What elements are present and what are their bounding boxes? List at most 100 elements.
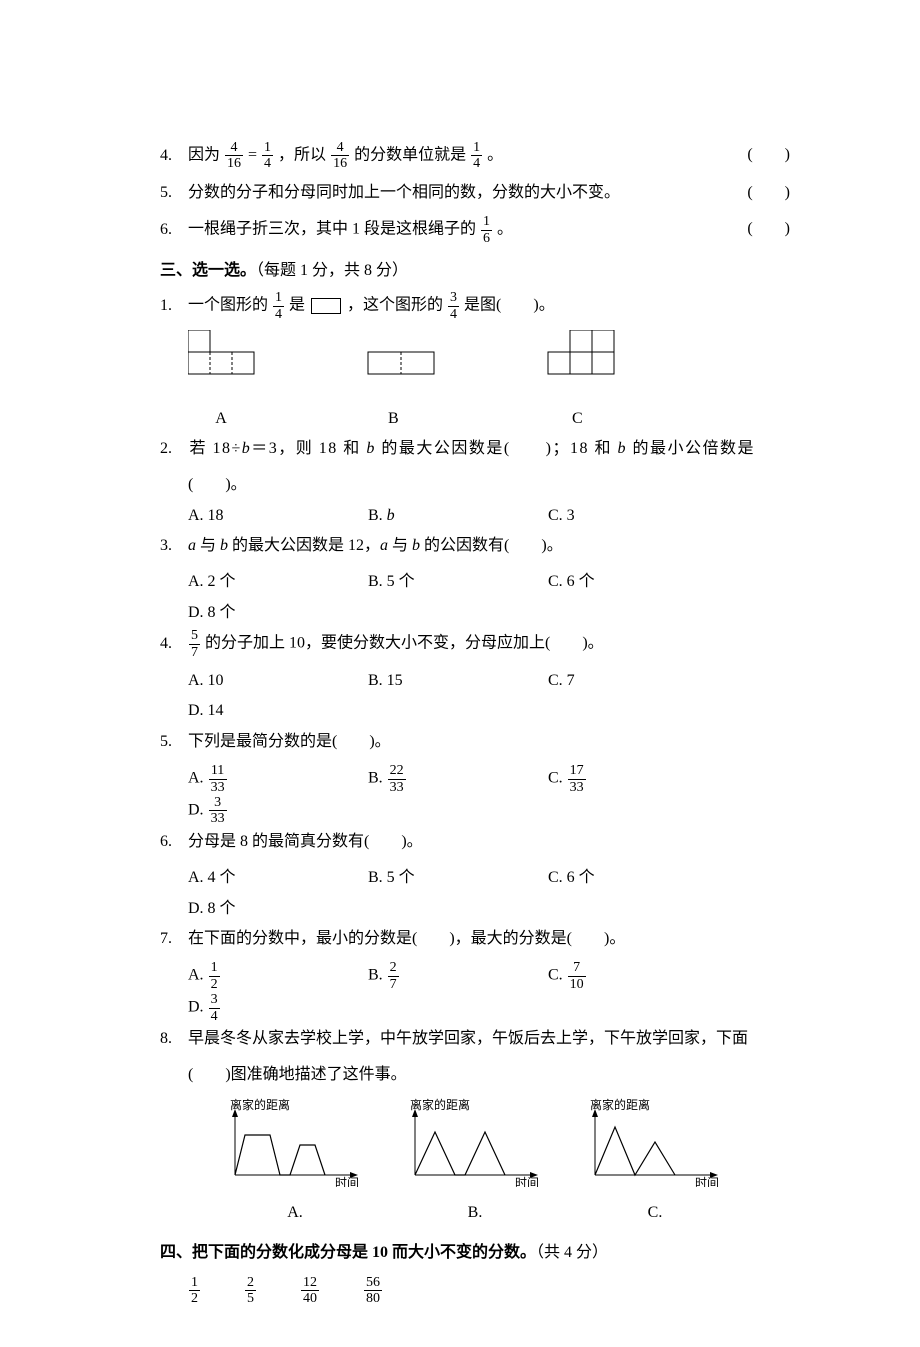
text: 若 18÷ <box>190 440 242 457</box>
q-number: 1. <box>160 291 184 321</box>
q-number: 8. <box>160 1024 184 1054</box>
q-number: 5. <box>160 727 184 757</box>
text: 。 <box>487 147 503 164</box>
x-axis-label: 时间 <box>335 1176 359 1187</box>
opt-d[interactable]: D. 34 <box>188 992 288 1024</box>
fraction: 25 <box>245 1275 256 1307</box>
q-number: 4. <box>160 629 184 659</box>
opt-d[interactable]: D. 8 个 <box>188 894 288 924</box>
opt-b[interactable]: B. 5 个 <box>368 567 548 597</box>
opt-d[interactable]: D. 8 个 <box>188 598 288 628</box>
chart-c[interactable]: 离家的距离 时间 C. <box>580 1097 730 1229</box>
judge-q4: 4. 因为 416 = 14 ，所以 416 的分数单位就是 14 。 ( ) <box>160 140 790 172</box>
choice-q6: 6. 分母是 8 的最简真分数有( )。 <box>160 827 790 857</box>
y-axis-label: 离家的距离 <box>230 1097 290 1112</box>
opt-a[interactable]: A. 4 个 <box>188 863 368 893</box>
opt-b[interactable]: B. 15 <box>368 666 548 696</box>
q2-line2: ( )。 <box>160 470 790 500</box>
text: ( )。 <box>188 476 247 493</box>
chart-label: A. <box>220 1198 370 1228</box>
section-4-title: 四、把下面的分数化成分母是 10 而大小不变的分数。（共 4 分） <box>160 1238 790 1268</box>
opt-a[interactable]: A. 2 个 <box>188 567 368 597</box>
text: 与 <box>196 537 220 554</box>
opt-c[interactable]: C. 7 <box>548 666 698 696</box>
title-note: （共 4 分） <box>536 1244 608 1261</box>
fraction: 14 <box>273 290 284 322</box>
text: 在下面的分数中，最小的分数是( )，最大的分数是( )。 <box>188 930 625 947</box>
opt-d[interactable]: D. 14 <box>188 696 288 726</box>
q2-options: A. 18 B. b C. 3 <box>160 501 790 531</box>
q5-options: A. 1133 B. 2233 C. 1733 D. 333 <box>160 763 790 827</box>
text: 的分子加上 10，要使分数大小不变，分母应加上( )。 <box>205 635 604 652</box>
q6-options: A. 4 个 B. 5 个 C. 6 个 D. 8 个 <box>160 863 790 924</box>
fraction: 14 <box>471 140 482 172</box>
opt-b[interactable]: B. 27 <box>368 960 548 992</box>
q7-options: A. 12 B. 27 C. 710 D. 34 <box>160 960 790 1024</box>
chart-b-svg: 离家的距离 时间 <box>400 1097 550 1187</box>
q4-options: A. 10 B. 15 C. 7 D. 14 <box>160 666 790 727</box>
var: b <box>412 537 420 554</box>
text: 分数的分子和分母同时加上一个相同的数，分数的大小不变。 <box>188 184 620 201</box>
text: 分母是 8 的最简真分数有( )。 <box>188 833 423 850</box>
fraction: 34 <box>448 290 459 322</box>
var: b <box>366 440 376 457</box>
opt-b[interactable]: B. b <box>368 501 548 531</box>
label-a: A <box>188 404 254 434</box>
text: 。 <box>497 221 513 238</box>
choice-q8: 8. 早晨冬冬从家去学校上学，中午放学回家，午饭后去上学，下午放学回家，下面 <box>160 1024 790 1054</box>
chart-a[interactable]: 离家的距离 时间 A. <box>220 1097 370 1229</box>
q-number: 3. <box>160 531 184 561</box>
q-number: 4. <box>160 141 184 171</box>
chart-b[interactable]: 离家的距离 时间 B. <box>400 1097 550 1229</box>
q8-line2: ( )图准确地描述了这件事。 <box>160 1060 790 1090</box>
opt-b[interactable]: B. 5 个 <box>368 863 548 893</box>
shape-options <box>160 330 790 401</box>
answer-blank[interactable]: ( ) <box>747 178 790 208</box>
chart-c-svg: 离家的距离 时间 <box>580 1097 730 1187</box>
q-number: 6. <box>160 215 184 245</box>
x-axis-label: 时间 <box>695 1176 719 1187</box>
q-number: 6. <box>160 827 184 857</box>
title-text: 三、选一选。 <box>160 262 256 279</box>
fraction: 14 <box>262 140 273 172</box>
choice-q5: 5. 下列是最简分数的是( )。 <box>160 727 790 757</box>
q8-charts: 离家的距离 时间 A. 离家的距离 时间 B. 离家的距离 <box>160 1097 790 1229</box>
opt-c[interactable]: C. 6 个 <box>548 863 698 893</box>
choice-q4: 4. 57 的分子加上 10，要使分数大小不变，分母应加上( )。 <box>160 628 790 660</box>
text: 下列是最简分数的是( )。 <box>188 733 391 750</box>
opt-a[interactable]: A. 18 <box>188 501 368 531</box>
text: 一根绳子折三次，其中 1 段是这根绳子的 <box>188 221 476 238</box>
text: 的最小公倍数是 <box>627 440 755 457</box>
judge-q6: 6. 一根绳子折三次，其中 1 段是这根绳子的 16 。 ( ) <box>160 214 790 246</box>
answer-blank[interactable]: ( ) <box>747 140 790 170</box>
var: a <box>188 537 196 554</box>
choice-q3: 3. a 与 b 的最大公因数是 12，a 与 b 的公因数有( )。 <box>160 531 790 561</box>
var: b <box>242 440 252 457</box>
text: ＝3，则 18 和 <box>251 440 366 457</box>
chart-label: C. <box>580 1198 730 1228</box>
choice-q7: 7. 在下面的分数中，最小的分数是( )，最大的分数是( )。 <box>160 924 790 954</box>
opt-a[interactable]: A. 1133 <box>188 763 368 795</box>
choice-q1: 1. 一个图形的 14 是 ，这个图形的 34 是图( )。 <box>160 290 790 322</box>
label-c: C <box>442 404 622 434</box>
q-number: 7. <box>160 924 184 954</box>
text: 的最大公因数是( )；18 和 <box>376 440 618 457</box>
q-number: 2. <box>160 434 184 464</box>
opt-a[interactable]: A. 12 <box>188 960 368 992</box>
opt-b[interactable]: B. 2233 <box>368 763 548 795</box>
var: b <box>617 440 627 457</box>
opt-c[interactable]: C. 3 <box>548 501 728 531</box>
opt-a[interactable]: A. 10 <box>188 666 368 696</box>
opt-c[interactable]: C. 6 个 <box>548 567 698 597</box>
shapes-svg <box>188 330 708 390</box>
var: b <box>220 537 228 554</box>
y-axis-label: 离家的距离 <box>590 1097 650 1112</box>
text: 的最大公因数是 12， <box>228 537 380 554</box>
opt-c[interactable]: C. 710 <box>548 960 698 992</box>
text: 与 <box>388 537 412 554</box>
answer-blank[interactable]: ( ) <box>747 214 790 244</box>
text: ( )图准确地描述了这件事。 <box>188 1066 407 1083</box>
text: 是 <box>289 297 305 314</box>
opt-c[interactable]: C. 1733 <box>548 763 698 795</box>
opt-d[interactable]: D. 333 <box>188 795 288 827</box>
